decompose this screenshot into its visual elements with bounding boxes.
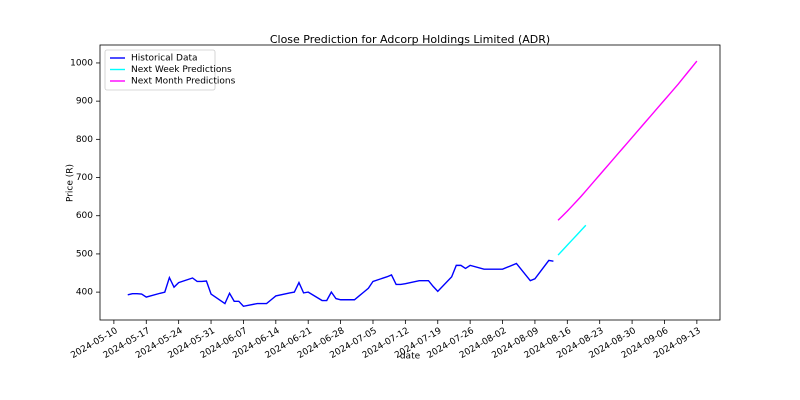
legend-box bbox=[104, 49, 216, 91]
y-tick-label: 700 bbox=[76, 173, 93, 183]
series-line bbox=[127, 259, 554, 308]
legend-label: Next Week Predictions bbox=[131, 65, 232, 75]
plot-frame bbox=[99, 44, 721, 321]
y-tick-label: 400 bbox=[76, 288, 93, 298]
series-line bbox=[557, 224, 587, 256]
chart-title: Close Prediction for Adcorp Holdings Lim… bbox=[270, 33, 550, 46]
y-tick-label: 1000 bbox=[70, 58, 93, 68]
y-axis-label: Price (R) bbox=[66, 164, 76, 202]
legend-label: Historical Data bbox=[131, 54, 198, 64]
y-tick-label: 600 bbox=[76, 211, 93, 221]
legend-label: Next Month Predictions bbox=[131, 77, 236, 87]
y-tick-label: 500 bbox=[76, 249, 93, 259]
series-line bbox=[557, 60, 698, 221]
x-axis-label: date bbox=[400, 352, 421, 362]
y-tick-label: 900 bbox=[76, 97, 93, 107]
y-tick-label: 800 bbox=[76, 135, 93, 145]
